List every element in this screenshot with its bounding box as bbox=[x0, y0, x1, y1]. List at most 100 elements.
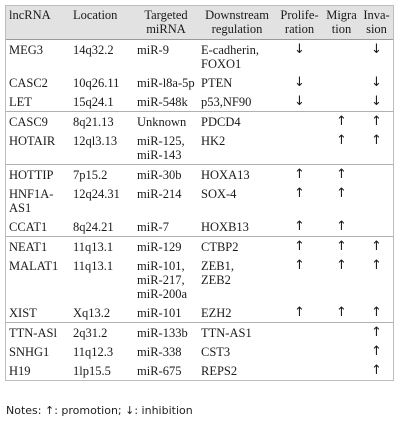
table-row: CCAT1 8q24.21 miR-7 HOXB13 ↑ ↑ bbox=[6, 217, 393, 237]
cell-targeted-mirna: miR-30b bbox=[137, 168, 182, 182]
cell-proliferation: ↓ bbox=[294, 75, 305, 90]
cell-proliferation bbox=[276, 131, 323, 165]
cell-location: 1lp15.5 bbox=[73, 364, 111, 378]
cell-downstream-regulation: HOXB13 bbox=[198, 217, 276, 237]
cell-lncrna: MEG3 bbox=[9, 43, 44, 57]
cell-targeted-mirna: miR-133b bbox=[137, 326, 188, 340]
cell-location: 2q31.2 bbox=[73, 326, 108, 340]
cell-targeted-mirna: miR-101 bbox=[134, 303, 198, 323]
cell-invasion: ↑ bbox=[371, 114, 382, 129]
cell-migration: ↑ bbox=[323, 131, 360, 165]
cell-migration bbox=[323, 73, 360, 92]
header-invasion: Inva- sion bbox=[360, 6, 393, 40]
notes-promotion: : promotion; bbox=[54, 404, 126, 417]
cell-invasion: ↑ bbox=[371, 258, 382, 273]
cell-downstream-regulation: EZH2 bbox=[198, 303, 276, 323]
table-row: NEAT1 11q13.1 miR-129 CTBP2 ↑ ↑ ↑ bbox=[6, 237, 393, 257]
cell-location: 12q24.31 bbox=[73, 187, 120, 201]
cell-proliferation: ↑ bbox=[294, 186, 305, 201]
cell-proliferation: ↑ bbox=[294, 258, 305, 273]
cell-downstream-regulation: PDCD4 bbox=[201, 115, 241, 129]
cell-lncrna: HOTTIP bbox=[9, 168, 54, 182]
cell-invasion: ↑ bbox=[360, 303, 393, 323]
cell-proliferation: ↓ bbox=[276, 92, 323, 112]
cell-downstream-regulation: HK2 bbox=[198, 131, 276, 165]
table-row: CASC9 8q21.13 Unknown PDCD4 ↑ ↑ bbox=[6, 112, 393, 132]
cell-location: Xq13.2 bbox=[70, 303, 134, 323]
cell-targeted-mirna: miR-125, miR-143 bbox=[134, 131, 198, 165]
cell-migration: ↑ bbox=[336, 167, 347, 182]
header-targeted-mirna: Targeted miRNA bbox=[134, 6, 198, 40]
table-row: XIST Xq13.2 miR-101 EZH2 ↑ ↑ ↑ bbox=[6, 303, 393, 323]
cell-invasion: ↓ bbox=[371, 42, 382, 57]
table-row: HOTAIR 12ql3.13 miR-125, miR-143 HK2 ↑ ↑ bbox=[6, 131, 393, 165]
cell-lncrna: HOTAIR bbox=[6, 131, 70, 165]
cell-downstream-regulation: ZEB1, ZEB2 bbox=[201, 259, 234, 287]
header-proliferation: Prolife- ration bbox=[276, 6, 323, 40]
cell-location: 11q13.1 bbox=[73, 259, 114, 273]
notes-prefix: Notes: bbox=[6, 404, 45, 417]
cell-invasion: ↑ bbox=[371, 325, 382, 340]
cell-targeted-mirna: miR-7 bbox=[134, 217, 198, 237]
cell-invasion: ↑ bbox=[371, 363, 382, 378]
cell-lncrna: CCAT1 bbox=[6, 217, 70, 237]
cell-invasion bbox=[360, 184, 393, 217]
cell-location: 15q24.1 bbox=[70, 92, 134, 112]
lncrna-table: lncRNA Location Targeted miRNA Downstrea… bbox=[6, 6, 393, 380]
table-notes: Notes: ↑: promotion; ↓: inhibition bbox=[6, 404, 193, 417]
cell-location: 10q26.11 bbox=[73, 76, 120, 90]
table-body: MEG3 14q32.2 miR-9 E-cadherin, FOXO1 ↓ ↓ CASC2… bbox=[6, 40, 393, 381]
cell-downstream-regulation: REPS2 bbox=[201, 364, 238, 378]
cell-downstream-regulation: CST3 bbox=[201, 345, 231, 359]
table-row: SNHG1 11q12.3 miR-338 CST3 ↑ bbox=[6, 342, 393, 361]
cell-migration: ↑ bbox=[336, 114, 347, 129]
cell-migration: ↑ bbox=[323, 303, 360, 323]
cell-migration: ↑ bbox=[336, 258, 347, 273]
cell-migration bbox=[323, 342, 360, 361]
cell-downstream-regulation: SOX-4 bbox=[201, 187, 237, 201]
table-row: LET 15q24.1 miR-548k p53,NF90 ↓ ↓ bbox=[6, 92, 393, 112]
cell-migration bbox=[323, 92, 360, 112]
cell-location: 8q24.21 bbox=[70, 217, 134, 237]
cell-downstream-regulation: PTEN bbox=[201, 76, 233, 90]
cell-proliferation bbox=[276, 342, 323, 361]
cell-downstream-regulation: CTBP2 bbox=[201, 240, 239, 254]
cell-proliferation: ↑ bbox=[294, 239, 305, 254]
cell-lncrna: XIST bbox=[6, 303, 70, 323]
down-arrow-icon: ↓ bbox=[125, 404, 135, 417]
cell-migration bbox=[323, 40, 360, 74]
header-lncrna: lncRNA bbox=[6, 6, 70, 40]
cell-migration: ↑ bbox=[323, 217, 360, 237]
cell-invasion: ↓ bbox=[371, 75, 382, 90]
header-downstream-regulation: Downstream regulation bbox=[198, 6, 276, 40]
cell-downstream-regulation: TTN-AS1 bbox=[201, 326, 252, 340]
cell-proliferation: ↑ bbox=[294, 167, 305, 182]
cell-proliferation bbox=[276, 323, 323, 343]
cell-invasion: ↓ bbox=[360, 92, 393, 112]
cell-proliferation bbox=[276, 112, 323, 132]
cell-location: 11q12.3 bbox=[73, 345, 114, 359]
cell-targeted-mirna: miR-9 bbox=[137, 43, 169, 57]
cell-lncrna: LET bbox=[6, 92, 70, 112]
cell-location: 11q13.1 bbox=[73, 240, 114, 254]
cell-targeted-mirna: Unknown bbox=[137, 115, 187, 129]
table-row: H19 1lp15.5 miR-675 REPS2 ↑ bbox=[6, 361, 393, 380]
cell-proliferation: ↑ bbox=[276, 217, 323, 237]
table-row: MEG3 14q32.2 miR-9 E-cadherin, FOXO1 ↓ ↓ bbox=[6, 40, 393, 74]
table-row: CASC2 10q26.11 miR-l8a-5p PTEN ↓ ↓ bbox=[6, 73, 393, 92]
table-row: HNF1A- AS1 12q24.31 miR-214 SOX-4 ↑ ↑ bbox=[6, 184, 393, 217]
cell-location: 12ql3.13 bbox=[70, 131, 134, 165]
header-row: lncRNA Location Targeted miRNA Downstrea… bbox=[6, 6, 393, 40]
cell-targeted-mirna: miR-675 bbox=[137, 364, 182, 378]
cell-migration: ↑ bbox=[336, 186, 347, 201]
cell-migration bbox=[323, 323, 360, 343]
cell-lncrna: HNF1A- AS1 bbox=[9, 187, 54, 215]
cell-targeted-mirna: miR-l8a-5p bbox=[137, 76, 195, 90]
cell-lncrna: MALAT1 bbox=[9, 259, 59, 273]
header-location: Location bbox=[70, 6, 134, 40]
cell-lncrna: CASC9 bbox=[9, 115, 48, 129]
cell-invasion: ↑ bbox=[360, 131, 393, 165]
cell-downstream-regulation: E-cadherin, FOXO1 bbox=[201, 43, 259, 71]
cell-location: 8q21.13 bbox=[73, 115, 114, 129]
